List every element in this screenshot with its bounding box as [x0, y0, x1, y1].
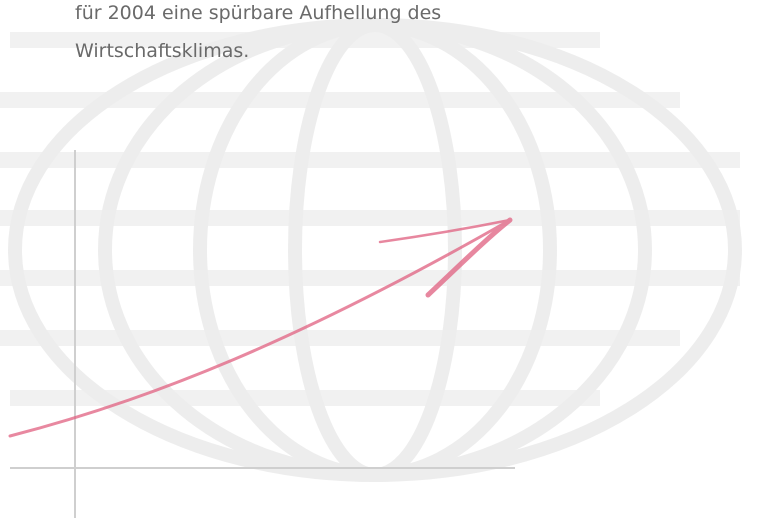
text-line: Wirtschaftsklimas. [75, 40, 250, 62]
axes [10, 150, 515, 518]
globe [0, 18, 742, 482]
trend-arrow [8, 217, 513, 438]
text-line: für 2004 eine spürbare Aufhellung des [75, 2, 442, 24]
